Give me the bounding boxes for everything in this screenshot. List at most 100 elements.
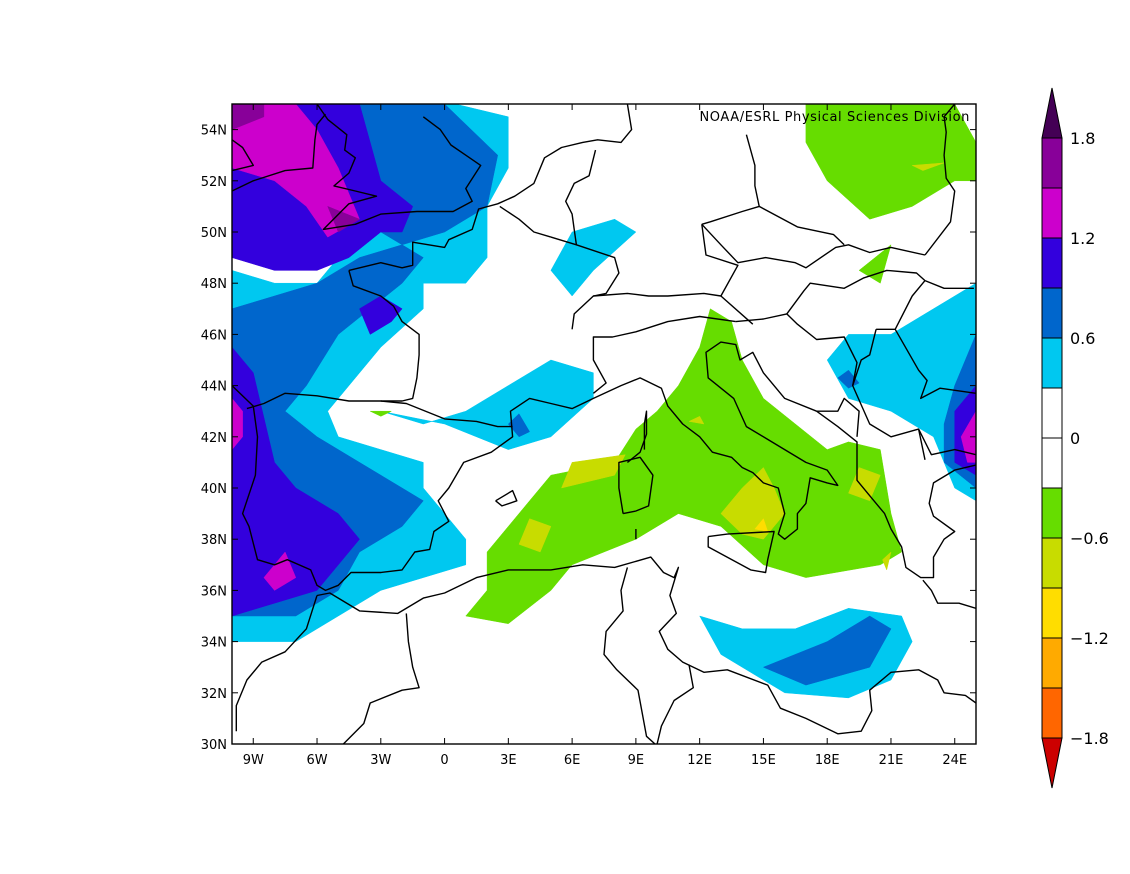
plot-frame: [231, 103, 977, 745]
contour-region-10: [507, 413, 530, 438]
colorbar-bin-12: [1041, 137, 1063, 189]
lat-tick-label: 42N: [201, 431, 227, 446]
contour-region-20: [232, 104, 265, 130]
contour-region-31: [911, 162, 945, 171]
contour-region-2: [550, 218, 637, 297]
lon-tick-label: 6E: [564, 753, 581, 768]
coastline-12: [342, 613, 420, 744]
coastline-7: [618, 456, 654, 515]
colorbar-bin-3: [1041, 587, 1063, 639]
lat-tick-label: 44N: [201, 380, 227, 395]
colorbar-bin-0: [1041, 737, 1063, 789]
coastline-31: [816, 397, 860, 437]
colorbar-label: −0.6: [1070, 529, 1109, 548]
lon-tick-label: 21E: [879, 753, 904, 768]
coastline-14: [656, 664, 694, 744]
colorbar-label: 1.8: [1070, 129, 1095, 148]
lon-tick-label: 18E: [815, 753, 840, 768]
coastline-4: [348, 104, 633, 272]
coastline-15: [380, 400, 513, 428]
lon-tick-label: 3W: [370, 753, 391, 768]
colorbar-bin-5: [1041, 487, 1063, 539]
lon-tick-label: 0: [440, 753, 448, 768]
colorbar-label: 0.6: [1070, 329, 1095, 348]
coastline-3: [232, 113, 327, 192]
coastlines-and-borders: [232, 104, 976, 744]
lat-tick-label: 54N: [201, 124, 227, 139]
lat-tick-label: 38N: [201, 533, 227, 548]
contour-region-26: [561, 454, 626, 489]
coastline-5: [246, 270, 420, 410]
contour-region-5: [826, 282, 976, 502]
colorbar-bin-13: [1041, 87, 1063, 139]
coastline-17: [571, 292, 754, 330]
coastline-23: [565, 149, 597, 245]
lon-tick-label: 15E: [751, 753, 776, 768]
lat-tick-label: 40N: [201, 482, 227, 497]
contour-region-14: [359, 295, 403, 335]
lon-tick-label: 9W: [243, 753, 264, 768]
colorbar: 1.8 1.2 0.6 0 −0.6 −1.2 −1.8: [1041, 87, 1109, 789]
coastline-13: [603, 567, 656, 744]
lat-tick-label: 48N: [201, 277, 227, 292]
colorbar-bin-11: [1041, 187, 1063, 239]
coastline-32: [852, 329, 877, 386]
axis-ticks: 9W 6W 3W 0 3E 6E 9E 12E 15E 18E 21E 24E 30N 32N 34N 36N…: [201, 104, 976, 768]
coastline-16: [592, 315, 736, 394]
coastline-6: [626, 410, 648, 463]
lon-tick-label: 6W: [306, 753, 327, 768]
lat-tick-label: 32N: [201, 687, 227, 702]
coastline-2: [316, 104, 482, 231]
coastline-11: [235, 595, 318, 732]
coastline-30: [917, 428, 926, 460]
contour-region-19: [960, 410, 976, 463]
contour-region-32: [882, 551, 892, 571]
contour-region-23: [370, 410, 392, 417]
coastline-9: [495, 489, 518, 507]
colorbar-bin-2: [1041, 637, 1063, 689]
contour-region-30: [688, 415, 705, 425]
colorbar-bin-9: [1041, 287, 1063, 339]
lon-tick-label: 24E: [942, 753, 967, 768]
colorbar-bin-4: [1041, 537, 1063, 589]
lat-tick-label: 50N: [201, 226, 227, 241]
coastline-18: [735, 313, 976, 456]
contour-region-12: [232, 346, 360, 617]
contour-region-8: [762, 615, 892, 686]
contour-region-33: [754, 518, 769, 532]
colorbar-label: −1.2: [1070, 629, 1109, 648]
colorbar-bin-1: [1041, 687, 1063, 739]
contour-region-3: [380, 359, 594, 450]
coastline-1: [232, 139, 255, 172]
contour-region-29: [518, 518, 552, 553]
lat-tick-label: 34N: [201, 636, 227, 651]
coastline-22: [550, 236, 620, 297]
colorbar-bin-10: [1041, 237, 1063, 289]
contour-region-25: [858, 244, 892, 284]
lat-tick-label: 30N: [201, 738, 227, 753]
coastline-29: [924, 104, 956, 256]
coastline-33: [894, 280, 926, 330]
coastline-26: [701, 223, 926, 269]
colorbar-bin-6: [1041, 437, 1063, 489]
colorbar-label: 1.2: [1070, 229, 1095, 248]
contour-region-24: [805, 104, 976, 220]
coastline-34: [922, 579, 976, 609]
lon-tick-label: 9E: [628, 753, 645, 768]
colorbar-label: 0: [1070, 429, 1080, 448]
lon-tick-label: 3E: [500, 753, 517, 768]
credit-text: NOAA/ESRL Physical Sciences Division: [699, 110, 970, 125]
coastline-0: [232, 341, 976, 592]
lon-tick-label: 12E: [687, 753, 712, 768]
contour-region-18: [263, 551, 297, 591]
colorbar-bin-7: [1041, 387, 1063, 439]
colorbar-bin-8: [1041, 337, 1063, 389]
colorbar-label: −1.8: [1070, 729, 1109, 748]
coastline-20: [924, 279, 974, 289]
coastline-19: [786, 269, 926, 315]
coastline-10: [316, 556, 976, 735]
coastline-8: [707, 530, 775, 574]
coastline-24: [499, 205, 552, 238]
coastline-28: [758, 205, 845, 246]
